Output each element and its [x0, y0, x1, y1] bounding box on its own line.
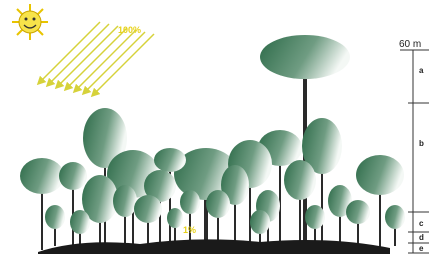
- tree-crown: [260, 35, 350, 79]
- tree-crown: [113, 185, 137, 217]
- tree-crown: [346, 200, 370, 224]
- page: {"sun_label": "100%", "floor_label": "1%…: [0, 0, 429, 259]
- ground: [38, 239, 390, 254]
- floor-label: 1%: [183, 225, 196, 235]
- tree-crown: [167, 208, 183, 228]
- tree-crown: [180, 190, 200, 214]
- tree-crown: [385, 205, 405, 229]
- tree-crown: [250, 210, 270, 234]
- tree-crown: [134, 195, 162, 223]
- tree-crown: [356, 155, 404, 195]
- sun-label: 100%: [118, 25, 141, 35]
- layer-label: e: [419, 244, 424, 253]
- forest-diagram: 100% 1% 60 m a b c d e: [0, 0, 429, 259]
- tree-crown: [45, 205, 65, 229]
- layer-label: d: [419, 233, 424, 242]
- tree-crown: [20, 158, 64, 194]
- tree-crown: [305, 205, 325, 229]
- layer-label: a: [419, 66, 424, 75]
- layer-label: b: [419, 139, 424, 148]
- sun: [12, 4, 48, 40]
- tree-crown: [70, 210, 90, 234]
- tree-crown: [206, 190, 230, 218]
- scale-top-label: 60 m: [399, 39, 421, 50]
- tree-crown: [59, 162, 87, 190]
- layer-label: c: [419, 219, 424, 228]
- tree-crown: [154, 148, 186, 172]
- tree-crown: [284, 160, 316, 200]
